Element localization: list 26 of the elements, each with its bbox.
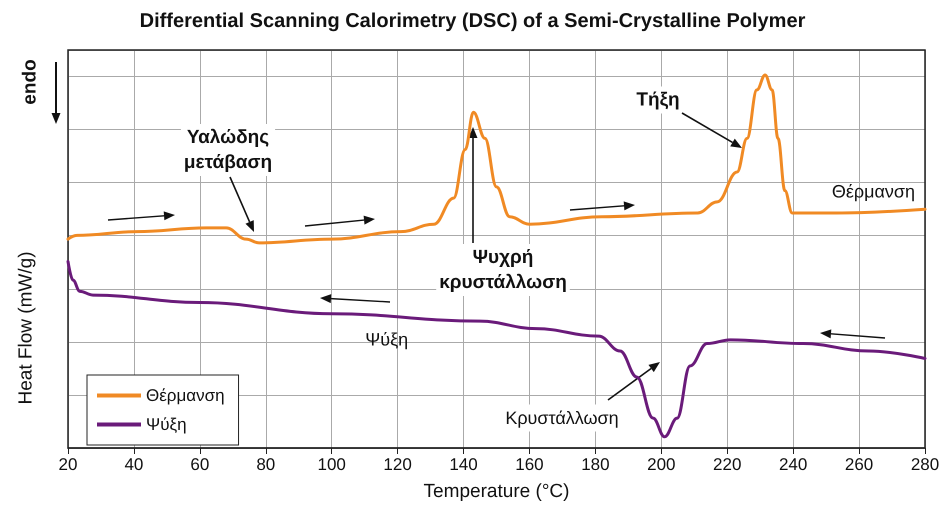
text: Θέρμανση bbox=[832, 181, 915, 202]
x-tick-label: 20 bbox=[58, 455, 78, 474]
x-tick-label: 220 bbox=[713, 455, 742, 474]
annotation: Τήξη bbox=[636, 90, 680, 110]
text: Ψύξη bbox=[365, 330, 408, 350]
chart-title: Differential Scanning Calorimetry (DSC) of a Semi-Crystalline Polymer bbox=[140, 10, 806, 32]
x-tick-label: 260 bbox=[844, 455, 874, 474]
x-tick-label: 180 bbox=[581, 455, 610, 474]
x-tick-label: 200 bbox=[647, 455, 676, 474]
annotation: Ψυχρή κρυστάλλωση bbox=[439, 247, 567, 293]
y-axis-title: Heat Flow (mW/g) bbox=[16, 251, 36, 405]
x-tick-label: 60 bbox=[190, 455, 210, 474]
x-tick-label: 100 bbox=[318, 455, 346, 474]
annotation: Κρυστάλλωση bbox=[505, 408, 619, 428]
legend-label: Θέρμανση bbox=[146, 386, 225, 405]
legend-label: Ψύξη bbox=[146, 415, 187, 434]
x-tick-label: 120 bbox=[383, 455, 412, 474]
x-tick-label: 160 bbox=[515, 455, 544, 474]
text: endo bbox=[20, 59, 40, 105]
x-axis-title: Temperature (°C) bbox=[424, 481, 570, 502]
x-tick-label: 40 bbox=[124, 455, 144, 474]
x-tick-label: 140 bbox=[449, 455, 478, 474]
annotation: Υαλώδης μετάβαση bbox=[184, 127, 272, 173]
x-tick-label: 80 bbox=[256, 455, 276, 474]
x-tick-label: 280 bbox=[910, 455, 940, 474]
x-tick-label: 240 bbox=[778, 455, 808, 474]
